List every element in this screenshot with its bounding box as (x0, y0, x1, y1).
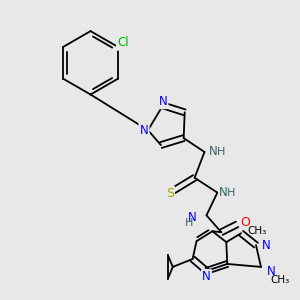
Text: H: H (216, 147, 225, 157)
Text: N: N (202, 270, 211, 283)
Text: Cl: Cl (117, 37, 129, 50)
Text: N: N (267, 266, 276, 278)
Text: N: N (208, 146, 217, 158)
Text: O: O (240, 216, 250, 229)
Text: S: S (166, 187, 174, 200)
Text: N: N (262, 238, 271, 252)
Text: CH₃: CH₃ (271, 275, 290, 285)
Text: CH₃: CH₃ (247, 226, 266, 236)
Text: N: N (140, 124, 148, 137)
Text: N: N (188, 211, 197, 224)
Text: H: H (227, 188, 236, 198)
Text: H: H (184, 218, 193, 228)
Text: N: N (158, 95, 167, 108)
Text: N: N (219, 186, 228, 199)
